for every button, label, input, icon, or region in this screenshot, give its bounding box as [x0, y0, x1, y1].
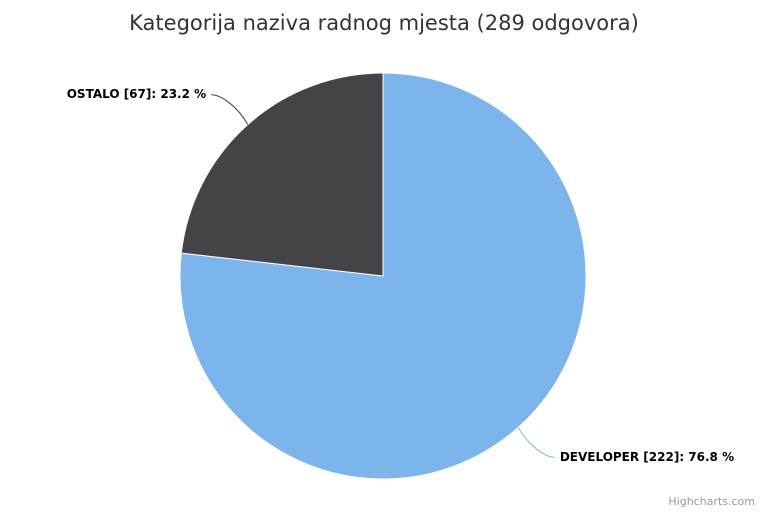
connector [517, 427, 555, 458]
connector [211, 94, 249, 125]
data-label: OSTALO [67]: 23.2 % [67, 87, 206, 101]
pie-slice [180, 72, 384, 277]
credits[interactable]: Highcharts.com [668, 495, 755, 508]
data-label: DEVELOPER [222]: 76.8 % [560, 450, 734, 464]
chart-title: Kategorija naziva radnog mjesta (289 odg… [129, 11, 639, 35]
